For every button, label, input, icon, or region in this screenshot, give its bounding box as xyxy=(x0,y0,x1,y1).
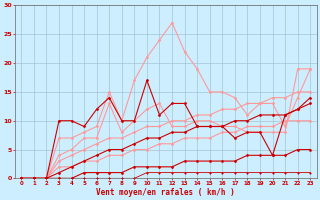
X-axis label: Vent moyen/en rafales ( km/h ): Vent moyen/en rafales ( km/h ) xyxy=(96,188,235,197)
